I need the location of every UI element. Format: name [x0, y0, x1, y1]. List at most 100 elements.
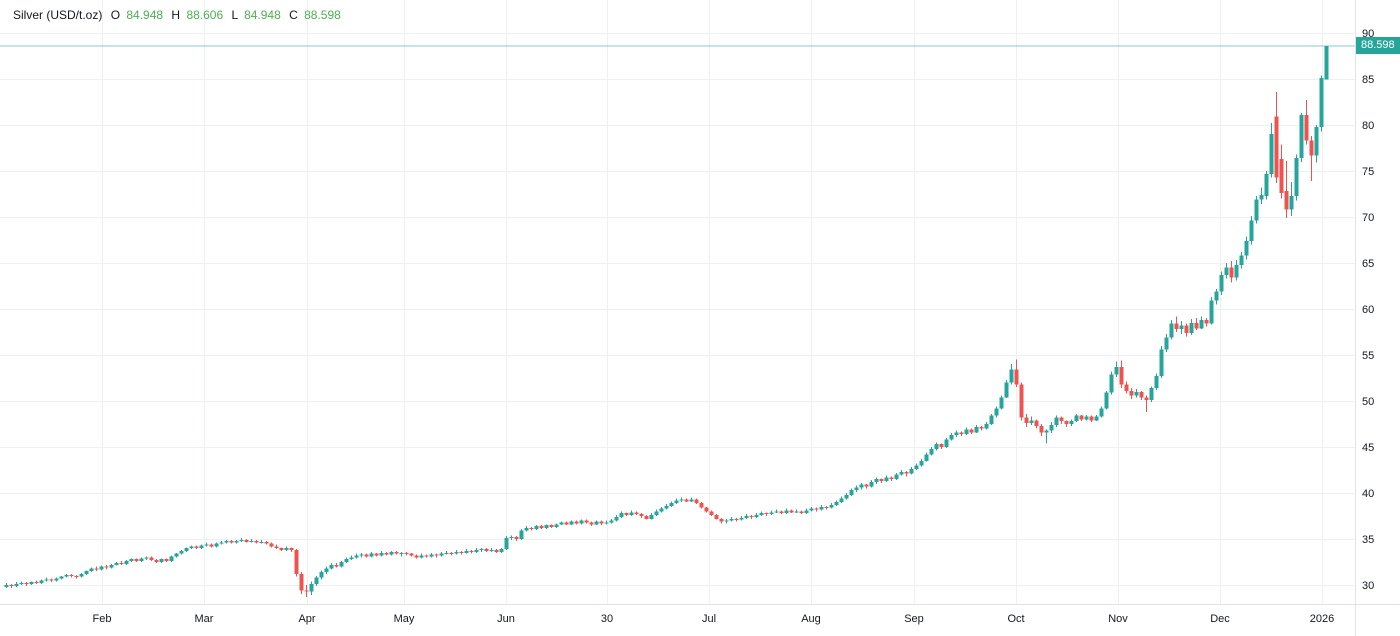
candle-body: [449, 552, 454, 554]
candle-body: [889, 477, 894, 480]
candle-body: [1029, 420, 1034, 424]
candle-body: [504, 538, 509, 550]
candle-body: [384, 552, 389, 555]
candle-body: [784, 510, 789, 514]
x-axis-tick-label: Dec: [1210, 613, 1230, 625]
candle-body: [469, 550, 474, 552]
gridlines: [0, 0, 1355, 604]
candle-body: [964, 429, 969, 435]
low-value: 84.948: [244, 8, 281, 22]
candle-body: [129, 559, 134, 562]
time-axis[interactable]: Feb Mar Apr May Jun 30 Jul Aug Sep Oct Nov Dec 2026: [93, 613, 1335, 625]
candle-body: [1264, 173, 1269, 196]
candle-body: [554, 524, 559, 528]
close-label: C: [289, 8, 298, 22]
candle-body: [939, 444, 944, 447]
y-axis-tick-label: 55: [1362, 350, 1374, 362]
candle-body: [314, 577, 319, 585]
candle-body: [1299, 114, 1304, 159]
candle-body: [534, 526, 539, 529]
candle-body: [994, 408, 999, 416]
candle-body: [319, 572, 324, 578]
candle-body: [1109, 374, 1114, 393]
candle-body: [1309, 140, 1314, 156]
y-axis-tick-label: 65: [1362, 258, 1374, 270]
close-value: 88.598: [304, 8, 341, 22]
x-axis-tick-label: 2026: [1310, 613, 1334, 625]
candle-body: [1104, 392, 1109, 409]
candle-body: [1259, 194, 1264, 200]
candle-body: [279, 548, 284, 551]
candle-body: [1324, 45, 1329, 80]
candle-body: [239, 539, 244, 541]
candle-body: [834, 502, 839, 505]
candle-body: [464, 550, 469, 553]
candle-body: [104, 566, 109, 568]
candle-body: [369, 553, 374, 557]
candle-body: [1039, 425, 1044, 433]
y-axis-tick-label: 50: [1362, 396, 1374, 408]
open-value: 84.948: [126, 8, 164, 22]
candle-body: [804, 510, 809, 514]
ohlc-legend: Silver (USD/t.oz) O 84.948 H 88.606 L 84…: [13, 8, 341, 22]
candle-body: [884, 477, 889, 482]
candle-body: [424, 555, 429, 557]
candle-body: [1234, 264, 1239, 278]
candle-body: [859, 484, 864, 488]
candle-body: [849, 490, 854, 495]
candle-body: [649, 515, 654, 519]
candle-body: [1154, 376, 1159, 389]
candle-body: [4, 585, 9, 587]
candle-body: [979, 426, 984, 429]
candle-body: [1064, 421, 1069, 424]
candle-body: [74, 575, 79, 577]
candle-body: [1294, 158, 1299, 196]
candle-body: [9, 585, 14, 586]
candle-body: [419, 555, 424, 558]
candle-body: [749, 516, 754, 517]
candle-body: [164, 559, 169, 562]
candle-body: [644, 516, 649, 519]
candle-body: [264, 541, 269, 544]
candle-body: [574, 521, 579, 524]
candle-body: [139, 558, 144, 562]
candle-body: [1219, 274, 1224, 292]
candle-body: [654, 511, 659, 516]
candle-body: [1159, 349, 1164, 377]
candle-body: [1004, 382, 1009, 398]
y-axis-tick-label: 80: [1362, 120, 1374, 132]
candle-body: [1149, 388, 1154, 401]
candle-body: [1024, 417, 1029, 424]
candle-body: [1184, 325, 1189, 333]
candle-body: [29, 582, 34, 585]
x-axis-tick-label: Aug: [801, 613, 821, 625]
candle-body: [244, 539, 249, 542]
candle-body: [294, 550, 299, 574]
candle-body: [214, 543, 219, 547]
candle-body: [919, 460, 924, 466]
candle-body: [1014, 369, 1019, 385]
symbol-name: Silver (USD/t.oz): [13, 8, 103, 22]
candle-body: [354, 555, 359, 558]
candle-body: [659, 508, 664, 512]
candle-body: [364, 554, 369, 557]
high-value: 88.606: [186, 8, 224, 22]
candle-body: [124, 561, 129, 564]
high-label: H: [171, 8, 181, 22]
candle-body: [229, 540, 234, 543]
candle-body: [769, 512, 774, 515]
x-axis-tick-label: Oct: [1007, 613, 1024, 625]
candle-body: [169, 556, 174, 562]
candle-body: [679, 499, 684, 501]
candle-body: [519, 530, 524, 539]
candle-body: [14, 584, 19, 586]
candle-body: [824, 506, 829, 508]
candle-body: [819, 506, 824, 510]
candle-body: [379, 552, 384, 556]
candle-body: [1189, 322, 1194, 333]
candle-body: [594, 521, 599, 525]
candle-body: [759, 513, 764, 516]
candle-body: [1129, 390, 1134, 396]
